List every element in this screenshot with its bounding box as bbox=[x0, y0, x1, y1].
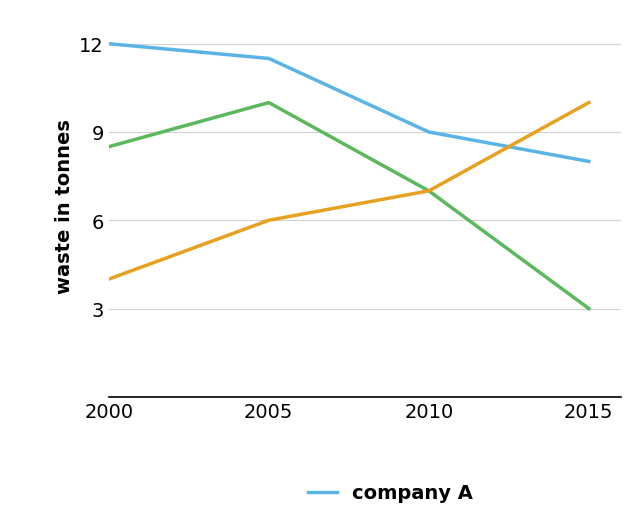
company A bbox=[425, 130, 433, 136]
Y-axis label: waste in tonnes: waste in tonnes bbox=[54, 119, 74, 293]
company C bbox=[585, 100, 593, 106]
Line: company B: company B bbox=[109, 103, 589, 309]
company A bbox=[105, 42, 113, 48]
company B bbox=[425, 188, 433, 194]
company C bbox=[105, 276, 113, 282]
Line: company A: company A bbox=[109, 45, 589, 162]
Legend: company A, company B, company C: company A, company B, company C bbox=[300, 475, 481, 509]
company A bbox=[585, 159, 593, 165]
company A bbox=[265, 56, 273, 63]
company C bbox=[425, 188, 433, 194]
Line: company C: company C bbox=[109, 103, 589, 279]
company B bbox=[105, 145, 113, 151]
company B bbox=[585, 306, 593, 312]
company B bbox=[265, 100, 273, 106]
company C bbox=[265, 218, 273, 224]
